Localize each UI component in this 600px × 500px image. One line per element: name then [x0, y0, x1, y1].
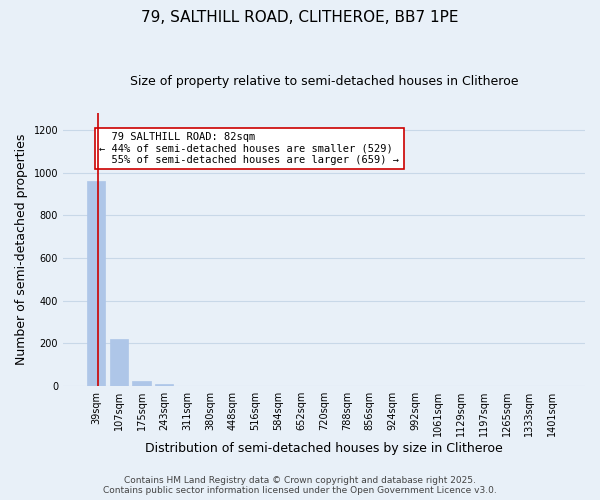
Text: Contains HM Land Registry data © Crown copyright and database right 2025.
Contai: Contains HM Land Registry data © Crown c…: [103, 476, 497, 495]
Title: Size of property relative to semi-detached houses in Clitheroe: Size of property relative to semi-detach…: [130, 75, 518, 88]
Text: 79, SALTHILL ROAD, CLITHEROE, BB7 1PE: 79, SALTHILL ROAD, CLITHEROE, BB7 1PE: [141, 10, 459, 25]
Bar: [133, 380, 151, 386]
Y-axis label: Number of semi-detached properties: Number of semi-detached properties: [15, 134, 28, 365]
X-axis label: Distribution of semi-detached houses by size in Clitheroe: Distribution of semi-detached houses by …: [145, 442, 503, 455]
Text: 79 SALTHILL ROAD: 82sqm
← 44% of semi-detached houses are smaller (529)
  55% of: 79 SALTHILL ROAD: 82sqm ← 44% of semi-de…: [100, 132, 400, 165]
Bar: [110, 339, 128, 386]
Bar: [155, 384, 173, 386]
Bar: [87, 181, 105, 386]
